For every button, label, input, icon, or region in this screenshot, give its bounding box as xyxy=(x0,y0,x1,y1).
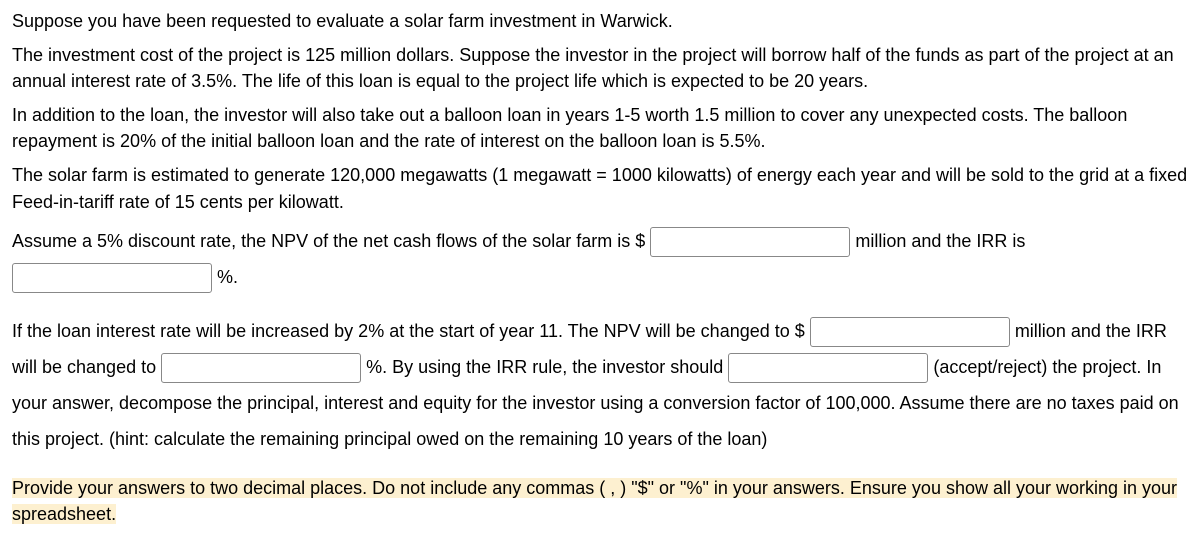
paragraph-energy: The solar farm is estimated to generate … xyxy=(12,162,1188,214)
paragraph-intro: Suppose you have been requested to evalu… xyxy=(12,8,1188,34)
question-1: Assume a 5% discount rate, the NPV of th… xyxy=(12,223,1188,295)
decision-input[interactable] xyxy=(728,353,928,383)
q2-text-a: If the loan interest rate will be increa… xyxy=(12,321,805,341)
question-2: If the loan interest rate will be increa… xyxy=(12,313,1188,457)
npv-input-2[interactable] xyxy=(810,317,1010,347)
q1-text-b: million and the IRR is xyxy=(855,231,1025,251)
irr-input-2[interactable] xyxy=(161,353,361,383)
npv-input-1[interactable] xyxy=(650,227,850,257)
q1-text-a: Assume a 5% discount rate, the NPV of th… xyxy=(12,231,645,251)
instruction-note: Provide your answers to two decimal plac… xyxy=(12,475,1188,527)
q2-text-c: %. By using the IRR rule, the investor s… xyxy=(366,357,728,377)
paragraph-investment: The investment cost of the project is 12… xyxy=(12,42,1188,94)
q1-text-c: %. xyxy=(217,267,238,287)
instruction-note-text: Provide your answers to two decimal plac… xyxy=(12,478,1177,524)
paragraph-balloon-loan: In addition to the loan, the investor wi… xyxy=(12,102,1188,154)
irr-input-1[interactable] xyxy=(12,263,212,293)
